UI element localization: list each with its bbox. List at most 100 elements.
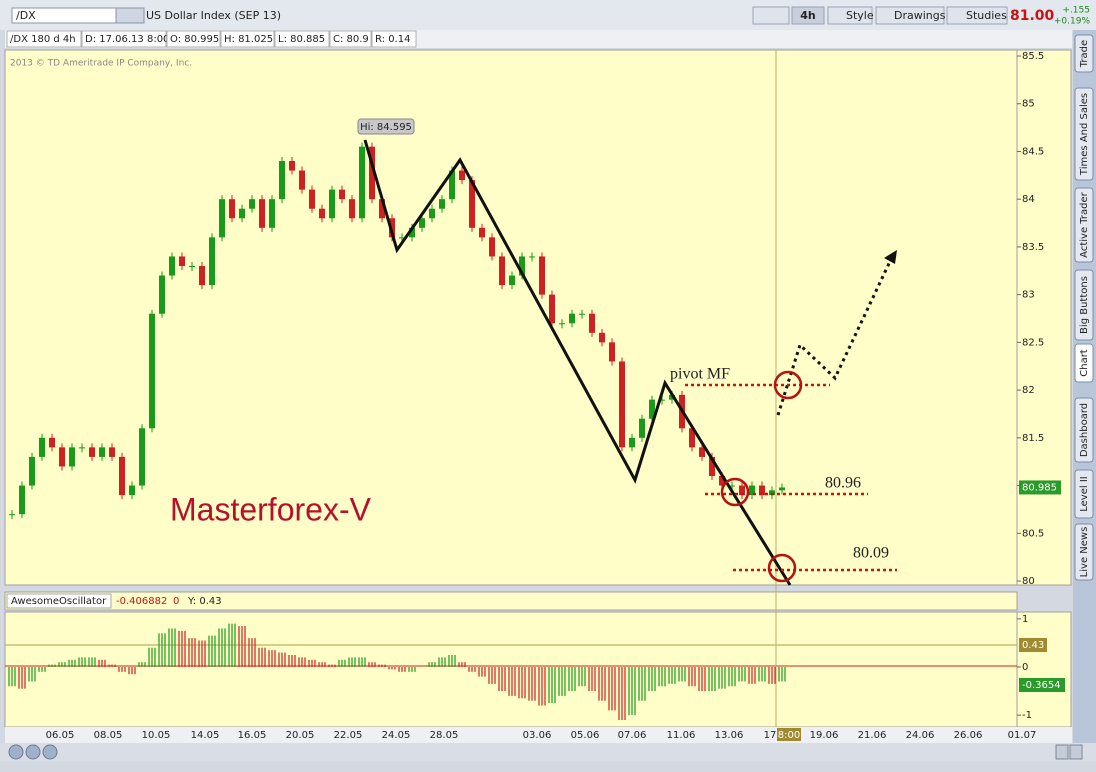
time-label: 10.05 — [142, 730, 171, 741]
price-tick-label: 83 — [1022, 290, 1035, 301]
time-label: 08.05 — [94, 730, 123, 741]
candle-body — [519, 256, 525, 276]
forecast-arrow — [884, 250, 897, 264]
side-tab[interactable] — [1074, 343, 1094, 383]
oscillator-plot — [4, 611, 1018, 728]
candle-body — [349, 199, 355, 219]
candle-body — [639, 418, 645, 438]
candle-body — [759, 485, 765, 496]
last-price-box — [1019, 480, 1061, 495]
study-value: -0.406882 — [116, 596, 167, 607]
candle-body — [149, 313, 155, 429]
info-cell — [81, 30, 167, 48]
side-tab-label: Active Trader — [1079, 191, 1090, 257]
side-tab[interactable] — [1074, 34, 1094, 73]
time-label: 24.05 — [382, 730, 411, 741]
time-label: 07.06 — [618, 730, 647, 741]
candle-body — [399, 237, 405, 239]
price-tick-label: 84.5 — [1022, 146, 1044, 157]
candle-body — [739, 485, 745, 496]
side-tab[interactable] — [1074, 523, 1094, 581]
candle-body — [269, 199, 275, 228]
scrollbar[interactable] — [0, 743, 1096, 761]
time-label: 06.05 — [46, 730, 75, 741]
drawings-label: Drawings — [894, 9, 946, 22]
time-label: 14.05 — [191, 730, 220, 741]
price-tick-label: 82.5 — [1022, 337, 1044, 348]
studies-button[interactable] — [946, 6, 1008, 25]
style-button[interactable] — [827, 6, 873, 25]
last-price-label: 80.985 — [1022, 482, 1057, 493]
study-cursor: Y: 0.43 — [187, 596, 222, 607]
scroll-right[interactable] — [1069, 744, 1083, 760]
candle-body — [29, 456, 35, 486]
side-tab[interactable] — [1074, 87, 1094, 181]
candle-body — [439, 199, 445, 209]
side-tab-label: Chart — [1079, 349, 1090, 377]
candle-body — [629, 437, 635, 448]
candle-body — [159, 275, 165, 314]
price-scale — [1016, 49, 1072, 586]
candle-body — [379, 199, 385, 219]
candle-body — [459, 170, 465, 181]
price-tick-label: 85 — [1022, 99, 1035, 110]
candle-body — [719, 476, 725, 486]
forecast-path — [776, 254, 895, 416]
time-label: 19.06 — [810, 730, 839, 741]
info-text: H: 81.025 — [224, 34, 273, 45]
candle-body — [229, 199, 235, 219]
osc-last-label: -0.3654 — [1022, 680, 1061, 691]
aggregation-button[interactable] — [791, 6, 825, 25]
candle-body — [619, 361, 625, 448]
candle-body — [699, 447, 705, 457]
candle-body — [79, 447, 85, 449]
tool-buttons[interactable] — [752, 6, 790, 25]
side-tab[interactable] — [1074, 469, 1094, 519]
time-label: 01.07 — [1008, 730, 1037, 741]
side-tab-label: Trade — [1079, 40, 1090, 68]
side-tab[interactable] — [1074, 187, 1094, 263]
time-label: 16.05 — [238, 730, 267, 741]
candle-body — [429, 208, 435, 219]
zoom-in[interactable] — [25, 744, 41, 760]
price-tick-label: 82 — [1022, 385, 1035, 396]
candle-body — [659, 399, 665, 401]
time-label: 20.05 — [286, 730, 315, 741]
time-axis — [5, 727, 1072, 743]
side-tab-label: Level II — [1079, 476, 1090, 511]
level-circle — [720, 477, 750, 507]
candle-body — [359, 146, 365, 219]
side-tab[interactable] — [1074, 397, 1094, 463]
time-label: 05.06 — [571, 730, 600, 741]
price-tick-label: 85.5 — [1022, 51, 1044, 62]
candle-body — [99, 447, 105, 457]
pivot-label: pivot MF — [670, 366, 730, 383]
drawings-button[interactable] — [875, 6, 945, 25]
time-label: 17 — [764, 730, 777, 741]
side-tab[interactable] — [1074, 269, 1094, 341]
studies-label: Studies — [966, 9, 1007, 22]
osc-tick-label: 1 — [1022, 614, 1028, 625]
info-text: O: 80.995 — [170, 34, 219, 45]
candle-body — [549, 294, 555, 324]
time-marker-box — [777, 728, 801, 741]
scroll-left[interactable] — [1055, 744, 1069, 760]
symbol-buttons[interactable] — [115, 7, 145, 24]
info-text: R: 0.14 — [375, 34, 410, 45]
candle-body — [209, 237, 215, 286]
zoom-out[interactable] — [42, 744, 58, 760]
candle-body — [279, 161, 285, 200]
info-cell — [220, 30, 275, 48]
candle-body — [49, 437, 55, 448]
candle-body — [649, 399, 655, 419]
candle-body — [369, 146, 375, 200]
candle-body — [489, 237, 495, 257]
study-flag: 0 — [173, 596, 179, 607]
candle-body — [249, 199, 255, 209]
info-text: D: 17.06.13 8:00 — [85, 34, 169, 45]
candle-body — [59, 447, 65, 467]
zoom-button[interactable] — [8, 744, 24, 760]
candle-body — [579, 313, 585, 315]
osc-cursor-box — [1019, 638, 1047, 652]
study-name-box[interactable] — [6, 593, 112, 609]
